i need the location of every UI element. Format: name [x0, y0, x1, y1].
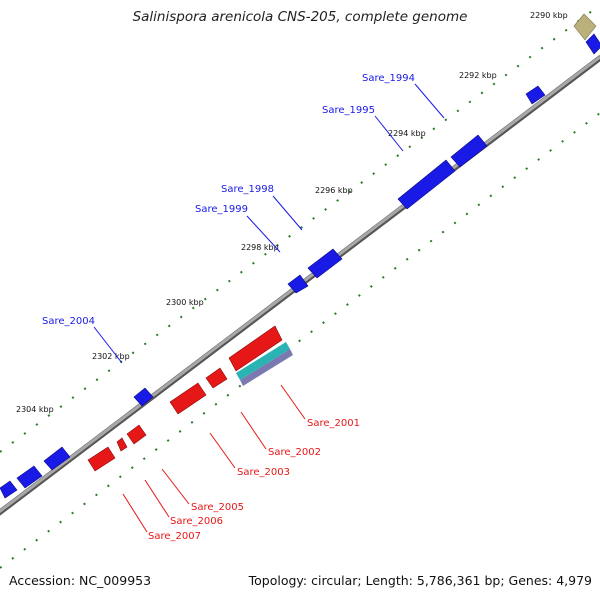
label-connector	[144, 479, 170, 518]
label-connector	[209, 432, 236, 469]
rna-gene-block	[236, 342, 290, 380]
accession-label: Accession: NC_009953	[9, 573, 152, 588]
label-connector	[122, 493, 148, 533]
gene-block	[133, 387, 154, 407]
tick-label-2300: 2300 kbp	[166, 298, 204, 307]
label-connector	[272, 195, 303, 231]
gene-label-sare-2001: Sare_2001	[307, 418, 360, 429]
tick-label-2302: 2302 kbp	[92, 352, 130, 361]
label-connector	[246, 215, 281, 253]
map-title: Salinispora arenicola CNS-205, complete …	[132, 9, 468, 25]
gene-label-sare-2004: Sare_2004	[42, 316, 95, 327]
tick-label-2294: 2294 kbp	[388, 129, 426, 138]
gene-block	[450, 134, 488, 168]
tick-row-inner-line	[0, 112, 600, 569]
forward-gene-labels: Sare_1994 Sare_1995 Sare_1998 Sare_1999 …	[42, 73, 415, 327]
gene-label-sare-1999: Sare_1999	[195, 204, 248, 215]
label-connector	[280, 384, 306, 420]
gene-block	[169, 382, 207, 415]
reverse-connectors	[122, 384, 306, 533]
gene-block	[205, 367, 228, 389]
tick-label-2298: 2298 kbp	[241, 243, 279, 252]
tick-row-outer	[0, 4, 600, 453]
reverse-gene-labels: Sare_2001 Sare_2002 Sare_2003 Sare_2005 …	[148, 418, 360, 542]
gene-block	[87, 446, 116, 472]
gene-label-sare-1998: Sare_1998	[221, 184, 274, 195]
label-connector	[161, 468, 190, 505]
gene-block	[287, 274, 309, 294]
gene-label-sare-1994: Sare_1994	[362, 73, 415, 84]
gene-block	[525, 85, 546, 105]
forward-connectors	[93, 83, 445, 364]
label-connector	[93, 326, 123, 364]
gene-block	[228, 325, 283, 372]
rna-genes	[236, 342, 293, 386]
gene-block	[0, 480, 18, 499]
gene-block	[43, 446, 71, 471]
gene-label-sare-2002: Sare_2002	[268, 447, 321, 458]
gene-block	[397, 159, 456, 210]
tick-row-inner	[0, 112, 600, 569]
tick-row-outer-line	[0, 4, 600, 453]
gene-block	[307, 248, 343, 279]
reverse-genes	[87, 325, 283, 472]
gene-block	[16, 465, 43, 489]
label-connector	[414, 83, 445, 119]
gene-label-sare-2005: Sare_2005	[191, 502, 244, 513]
gene-block	[585, 33, 600, 55]
tick-labels: 2290 kbp 2292 kbp 2294 kbp 2296 kbp 2298…	[16, 11, 568, 414]
tick-label-2304: 2304 kbp	[16, 405, 54, 414]
forward-genes	[0, 33, 600, 499]
rna-gene-block	[240, 349, 293, 386]
label-connector	[374, 115, 404, 152]
tick-label-2292: 2292 kbp	[459, 71, 497, 80]
gene-block	[126, 424, 147, 445]
gene-label-sare-1995: Sare_1995	[322, 105, 375, 116]
genome-summary: Topology: circular; Length: 5,786,361 bp…	[248, 573, 592, 588]
gene-label-sare-2006: Sare_2006	[170, 516, 223, 527]
tick-label-2290: 2290 kbp	[530, 11, 568, 20]
gene-label-sare-2003: Sare_2003	[237, 467, 290, 478]
gene-block	[116, 437, 128, 452]
tick-label-2296: 2296 kbp	[315, 186, 353, 195]
gene-label-sare-2007: Sare_2007	[148, 531, 201, 542]
label-connector	[240, 411, 267, 450]
other-feature-block	[573, 13, 597, 41]
